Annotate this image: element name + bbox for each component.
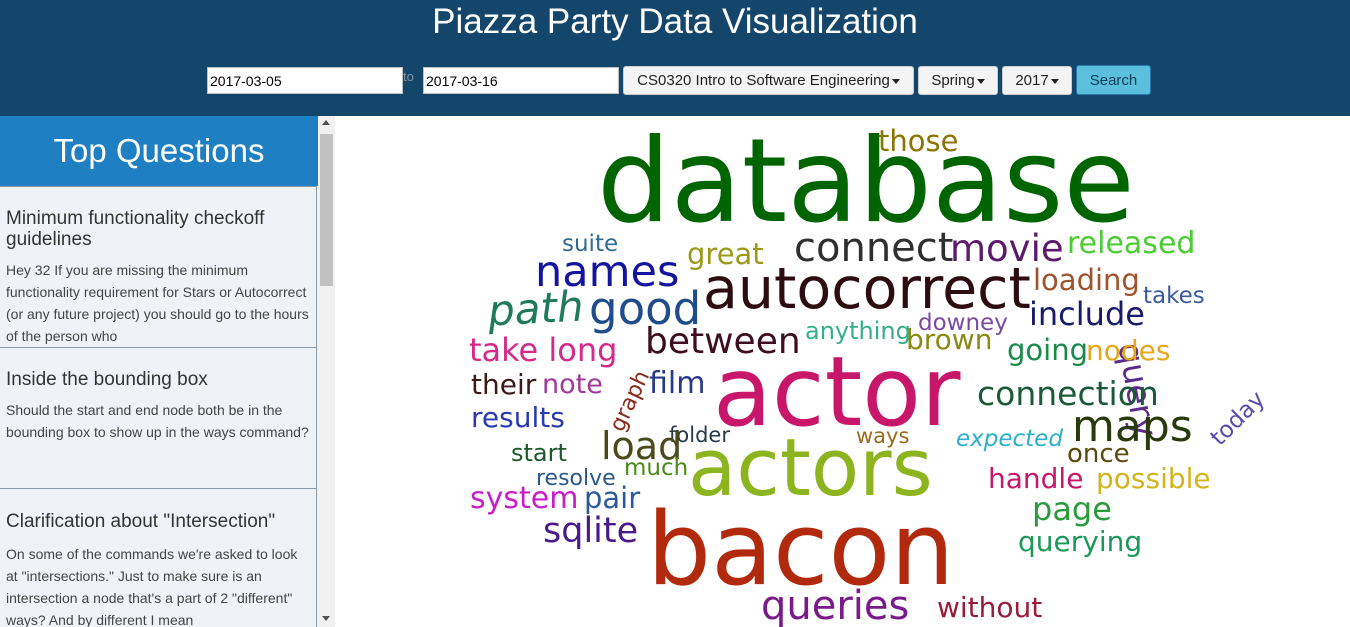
course-dropdown-label: CS0320 Intro to Software Engineering: [637, 72, 890, 89]
word-cloud-word[interactable]: resolve: [536, 466, 616, 491]
word-cloud-word[interactable]: system: [470, 481, 579, 516]
word-cloud-word[interactable]: once: [1067, 439, 1130, 469]
year-dropdown-label: 2017: [1015, 72, 1049, 89]
question-card[interactable]: Inside the bounding box Should the start…: [0, 347, 317, 489]
word-cloud-word[interactable]: queries: [761, 583, 910, 627]
app-title: Piazza Party Data Visualization: [432, 2, 918, 41]
word-cloud-word[interactable]: those: [878, 124, 959, 158]
question-card[interactable]: Clarification about "Intersection" On so…: [0, 488, 317, 627]
word-cloud-word[interactable]: today: [1205, 386, 1271, 451]
word-cloud-word[interactable]: maps: [1072, 401, 1193, 452]
question-card[interactable]: Minimum functionality checkoff guideline…: [0, 186, 317, 348]
word-cloud: database those suite great connect movie…: [335, 116, 1350, 627]
word-cloud-word[interactable]: autocorrect: [703, 256, 1031, 322]
word-cloud-word[interactable]: handle: [988, 462, 1084, 495]
course-dropdown[interactable]: CS0320 Intro to Software Engineering: [623, 66, 914, 95]
question-preview: Hey 32 If you are missing the minimum fu…: [6, 262, 309, 344]
word-cloud-word[interactable]: downey: [918, 310, 1008, 336]
year-dropdown[interactable]: 2017: [1002, 66, 1072, 95]
end-date-input[interactable]: [423, 67, 619, 94]
word-cloud-word[interactable]: querying: [1018, 525, 1143, 558]
search-button[interactable]: Search: [1076, 65, 1151, 95]
word-cloud-word[interactable]: much: [624, 455, 689, 481]
word-cloud-word[interactable]: actors: [688, 422, 933, 514]
word-cloud-word[interactable]: going: [1007, 333, 1088, 367]
question-title: Minimum functionality checkoff guideline…: [6, 208, 265, 250]
question-title: Clarification about "Intersection": [6, 511, 276, 532]
word-cloud-word[interactable]: expected: [956, 426, 1063, 452]
word-cloud-word[interactable]: bacon: [647, 490, 955, 608]
scroll-thumb[interactable]: [320, 134, 333, 286]
question-preview: On some of the commands we're asked to l…: [6, 546, 298, 627]
word-cloud-word[interactable]: note: [542, 369, 603, 400]
word-cloud-word[interactable]: released: [1067, 226, 1196, 261]
word-cloud-word[interactable]: load: [601, 424, 683, 468]
word-cloud-word[interactable]: their: [471, 368, 537, 401]
season-dropdown[interactable]: Spring: [918, 66, 998, 95]
word-cloud-word[interactable]: take long: [469, 331, 618, 369]
word-cloud-word[interactable]: possible: [1096, 462, 1211, 495]
word-cloud-word[interactable]: movie: [950, 227, 1064, 270]
word-cloud-word[interactable]: anything: [805, 317, 911, 345]
word-cloud-word[interactable]: include: [1029, 295, 1145, 333]
question-title: Inside the bounding box: [6, 369, 208, 390]
scroll-down-arrow-icon[interactable]: [322, 616, 330, 621]
word-cloud-word[interactable]: suite: [562, 231, 619, 257]
word-cloud-word[interactable]: good: [589, 282, 702, 335]
question-preview: Should the start and end node both be in…: [6, 402, 309, 440]
word-cloud-word[interactable]: results: [471, 401, 565, 434]
season-dropdown-label: Spring: [931, 72, 975, 89]
word-cloud-word[interactable]: ways: [856, 424, 910, 448]
word-cloud-word[interactable]: connection: [977, 374, 1159, 413]
word-cloud-word[interactable]: loading: [1033, 263, 1140, 297]
app-header: Piazza Party Data Visualization to CS032…: [0, 0, 1350, 116]
word-cloud-word[interactable]: database: [597, 116, 1135, 249]
scroll-up-arrow-icon[interactable]: [322, 120, 330, 125]
start-date-input[interactable]: [207, 67, 403, 94]
word-cloud-word[interactable]: between: [645, 321, 801, 362]
word-cloud-word[interactable]: film: [649, 366, 706, 401]
word-cloud-word[interactable]: takes: [1143, 283, 1205, 309]
word-cloud-word[interactable]: path: [486, 281, 585, 336]
caret-down-icon: [1050, 79, 1059, 84]
word-cloud-word[interactable]: connect: [794, 225, 954, 271]
sidebar-scrollbar[interactable]: [318, 116, 335, 627]
word-cloud-word[interactable]: pair: [584, 481, 641, 515]
word-cloud-word[interactable]: start: [511, 439, 567, 467]
word-cloud-word[interactable]: brown: [906, 323, 993, 356]
word-cloud-word[interactable]: nodes: [1086, 334, 1171, 367]
word-cloud-word[interactable]: without: [937, 591, 1043, 624]
word-cloud-word[interactable]: names: [535, 247, 680, 297]
word-cloud-word[interactable]: great: [687, 237, 764, 271]
caret-down-icon: [976, 79, 985, 84]
word-cloud-word[interactable]: sqlite: [543, 511, 639, 551]
top-questions-title: Top Questions: [0, 116, 318, 186]
word-cloud-word[interactable]: folder: [669, 423, 730, 447]
date-range-separator: to: [403, 69, 414, 84]
word-cloud-word[interactable]: actor: [713, 336, 961, 448]
caret-down-icon: [891, 79, 900, 84]
word-cloud-word[interactable]: page: [1032, 490, 1112, 528]
top-questions-panel: Top Questions Minimum functionality chec…: [0, 116, 318, 627]
